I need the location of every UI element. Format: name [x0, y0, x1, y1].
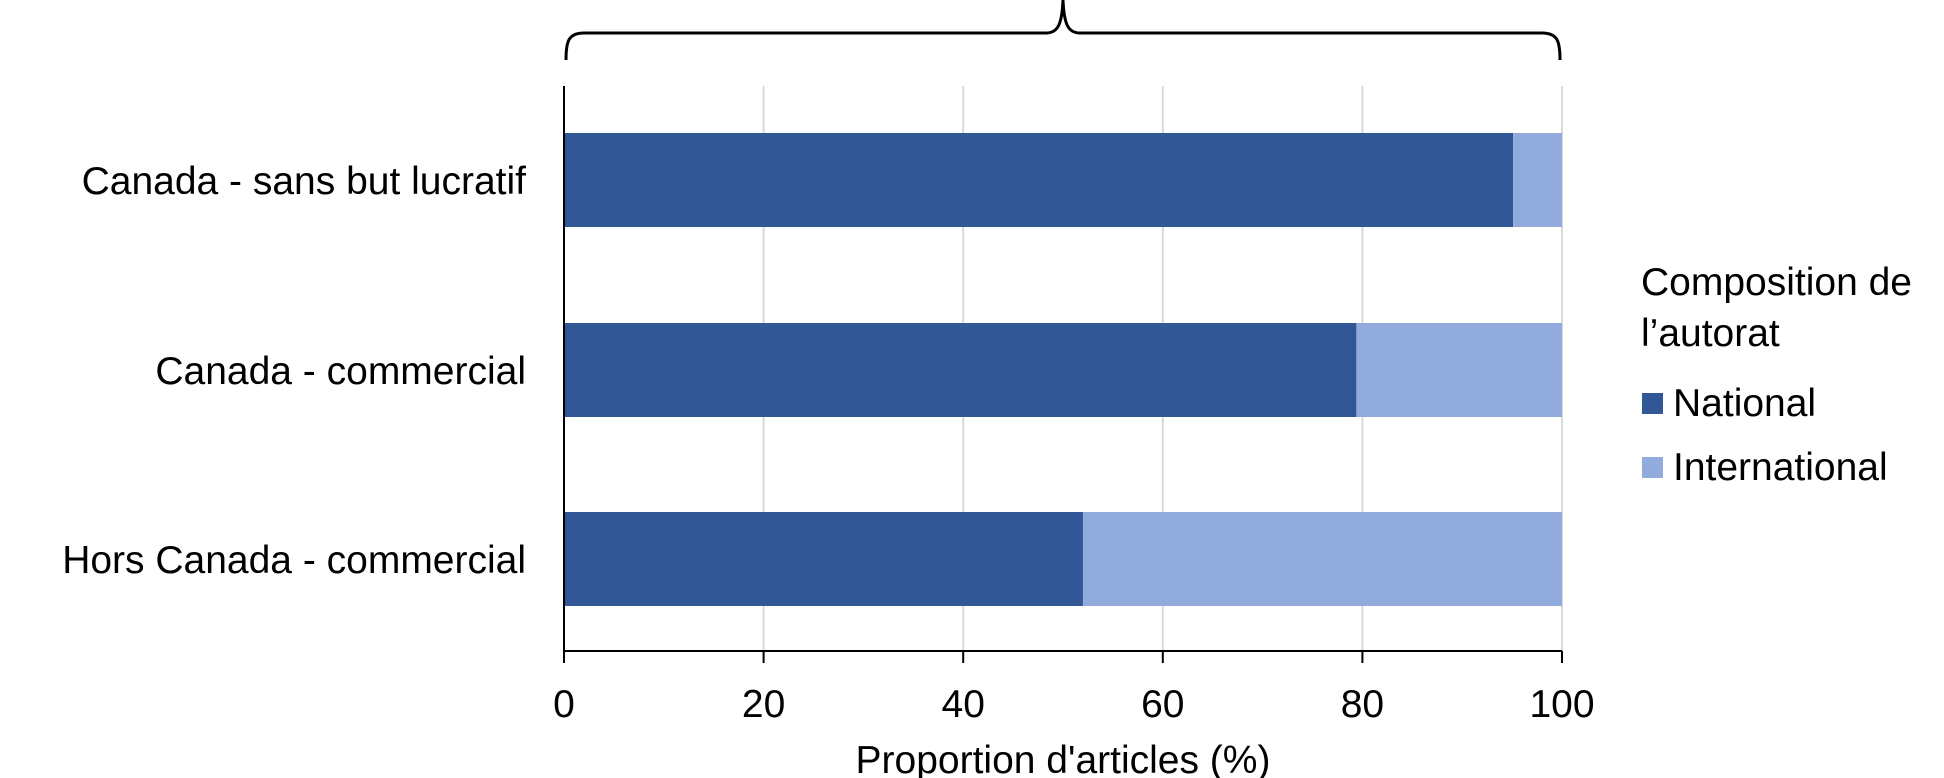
- category-label: Canada - commercial: [155, 350, 526, 393]
- top-brace: [564, 0, 1562, 61]
- bar-international-0: [1513, 133, 1562, 227]
- x-tick-label: 20: [742, 683, 785, 726]
- category-labels: Canada - sans but lucratif Canada - comme…: [62, 160, 526, 582]
- x-tick-label: 40: [942, 683, 985, 726]
- legend: Composition de l’autorat National Intern…: [1641, 261, 1912, 489]
- bar-national-0: [564, 133, 1514, 227]
- bar-national-2: [564, 512, 1083, 606]
- legend-label-national: National: [1673, 382, 1816, 425]
- bars: [564, 133, 1562, 606]
- axes: [563, 86, 1562, 652]
- bar-international-1: [1356, 323, 1562, 417]
- x-ticks: 0 20 40 60 80 100: [553, 651, 1595, 726]
- legend-title-line-2: l’autorat: [1641, 312, 1780, 355]
- x-axis-title: Proportion d'articles (%): [856, 739, 1271, 778]
- bar-international-2: [1082, 512, 1562, 606]
- x-tick-label: 60: [1141, 683, 1184, 726]
- x-tick-label: 80: [1341, 683, 1384, 726]
- bar-national-1: [564, 323, 1357, 417]
- legend-swatch-international: [1642, 457, 1663, 478]
- category-label: Canada - sans but lucratif: [82, 160, 527, 203]
- legend-label-international: International: [1673, 446, 1888, 489]
- legend-title-line-1: Composition de: [1641, 261, 1912, 304]
- x-tick-label: 100: [1529, 683, 1594, 726]
- category-label: Hors Canada - commercial: [62, 539, 526, 582]
- legend-swatch-national: [1642, 393, 1663, 414]
- x-tick-label: 0: [553, 683, 575, 726]
